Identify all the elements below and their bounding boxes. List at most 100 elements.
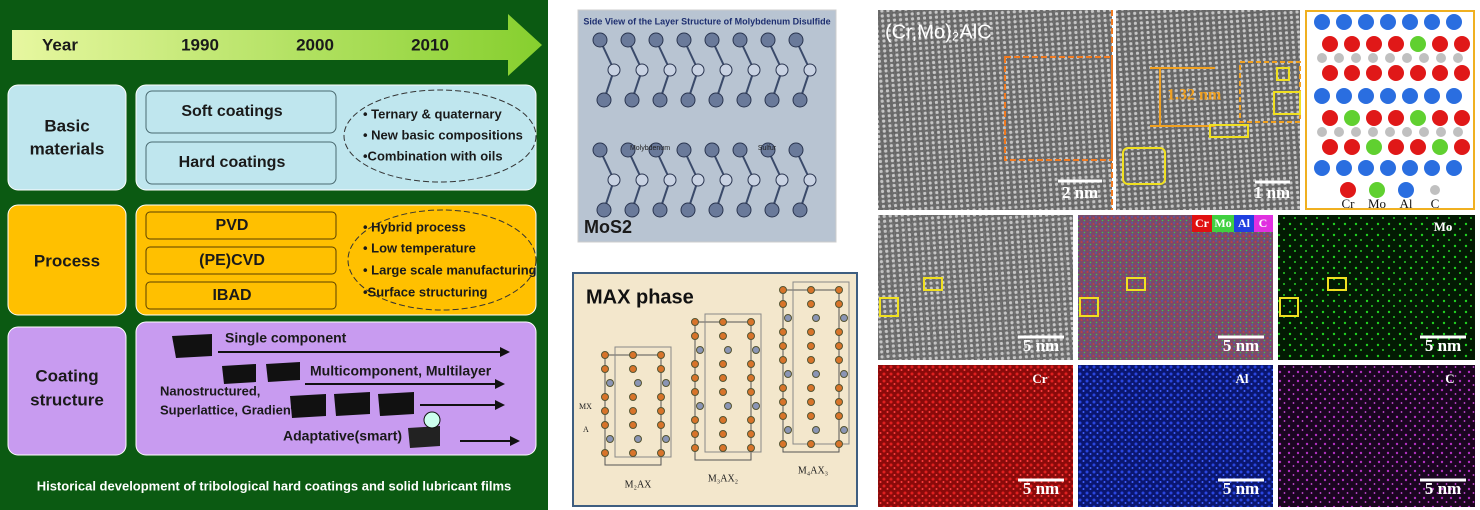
legend-label: Cr xyxy=(1342,196,1356,211)
m-atom xyxy=(691,318,699,326)
atom xyxy=(1436,53,1446,63)
atom xyxy=(1366,36,1382,52)
row-label-box xyxy=(7,84,127,191)
m-atom xyxy=(779,384,787,392)
legend-atom xyxy=(1340,182,1356,198)
layer-icon xyxy=(222,364,256,384)
legend-label: Al xyxy=(1400,196,1413,211)
scale-label: 5 nm xyxy=(1023,336,1059,355)
item: Single component xyxy=(225,330,347,346)
molybdenum-atom xyxy=(635,173,649,187)
a-atom xyxy=(784,426,792,434)
molybdenum-atom xyxy=(775,173,789,187)
m-atom xyxy=(657,407,665,415)
m-atom xyxy=(747,332,755,340)
structure-label: M₃AX₂ xyxy=(708,473,738,484)
atom xyxy=(1385,127,1395,137)
atom xyxy=(1322,65,1338,81)
m-atom xyxy=(807,342,815,350)
atom xyxy=(1314,14,1330,30)
unit-cell xyxy=(704,313,762,453)
a-atom xyxy=(724,346,732,354)
eds-map xyxy=(1278,365,1475,507)
molybdenum-atom xyxy=(691,63,705,77)
m-atom xyxy=(807,356,815,364)
sulfur-atom xyxy=(788,32,804,48)
arrow-head xyxy=(500,347,510,357)
atom xyxy=(1388,65,1404,81)
atom xyxy=(1366,139,1382,155)
defect-box xyxy=(1079,297,1099,317)
a-atom xyxy=(662,379,670,387)
image-noise xyxy=(878,10,1112,210)
item: Nanostructured, xyxy=(160,383,260,398)
atom xyxy=(1358,14,1374,30)
scale-label: 5 nm xyxy=(1223,479,1259,498)
a-atom xyxy=(752,346,760,354)
atom xyxy=(1322,139,1338,155)
sulfur-atom xyxy=(648,142,664,158)
sulfur-atom xyxy=(652,202,668,218)
atom xyxy=(1453,127,1463,137)
trend: •Surface structuring xyxy=(363,284,488,299)
a-atom xyxy=(606,435,614,443)
a-atom xyxy=(840,314,848,322)
row-label-box xyxy=(7,326,127,456)
m-atom xyxy=(719,374,727,382)
legend-chip xyxy=(1234,215,1254,232)
year-arrow xyxy=(12,14,542,76)
m-atom xyxy=(807,286,815,294)
a-atom xyxy=(840,370,848,378)
structure-label: M₄AX₃ xyxy=(798,465,828,476)
row-label-box xyxy=(7,204,127,316)
m-atom xyxy=(747,374,755,382)
sulfur-atom xyxy=(792,92,808,108)
atom xyxy=(1368,53,1378,63)
m-atom xyxy=(747,318,755,326)
item: IBAD xyxy=(212,287,251,304)
m-atom xyxy=(779,342,787,350)
m-atom xyxy=(807,440,815,448)
scale-label: 5 nm xyxy=(1023,479,1059,498)
atom xyxy=(1432,139,1448,155)
atom xyxy=(1317,53,1327,63)
atom xyxy=(1385,53,1395,63)
atom xyxy=(1419,127,1429,137)
m-atom xyxy=(747,444,755,452)
m-atom xyxy=(601,449,609,457)
sulfur-atom xyxy=(760,142,776,158)
atom xyxy=(1388,36,1404,52)
layer-icon xyxy=(408,426,440,448)
atom xyxy=(1454,36,1470,52)
layer-label: MX xyxy=(579,402,592,411)
atom xyxy=(1410,36,1426,52)
structure-label: M₂AX xyxy=(625,479,653,490)
molybdenum-atom xyxy=(747,173,761,187)
row-label: structure xyxy=(30,390,104,409)
atom xyxy=(1410,139,1426,155)
m-atom xyxy=(807,412,815,420)
legend-label: C xyxy=(1431,196,1440,211)
m-atom xyxy=(835,356,843,364)
m-atom xyxy=(807,398,815,406)
a-atom xyxy=(634,435,642,443)
legend-label: Al xyxy=(1238,216,1251,230)
molybdenum-atom xyxy=(803,63,817,77)
sulfur-atom xyxy=(732,32,748,48)
m-atom xyxy=(719,430,727,438)
defect-box xyxy=(1279,297,1299,317)
atom xyxy=(1410,65,1426,81)
item-box xyxy=(145,90,337,134)
molybdenum-atom xyxy=(663,173,677,187)
m-atom xyxy=(657,351,665,359)
molybdenum-atom xyxy=(663,63,677,77)
unit-cell xyxy=(792,281,850,445)
m-atom xyxy=(719,318,727,326)
atom xyxy=(1424,160,1440,176)
max-lattices xyxy=(601,281,850,466)
row-label: Process xyxy=(34,251,100,270)
atom-balls: Cr Mo Al C xyxy=(1314,14,1470,211)
item: Soft coatings xyxy=(181,103,282,120)
m-atom xyxy=(719,332,727,340)
m-atom xyxy=(691,388,699,396)
